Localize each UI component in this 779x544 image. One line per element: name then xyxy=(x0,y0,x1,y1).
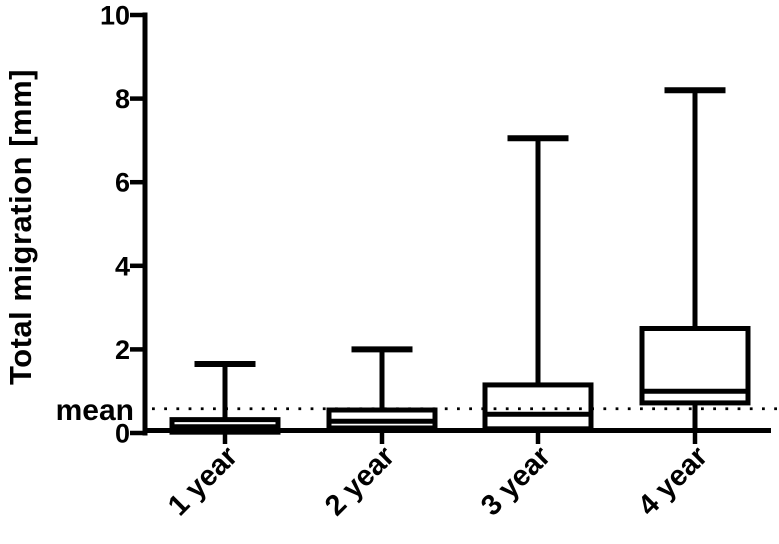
y-tick-label-0: 0 xyxy=(115,419,130,449)
x-category-label-3-year: 3 year xyxy=(475,440,557,522)
y-tick-label-6: 6 xyxy=(115,168,130,198)
y-tick-label-8: 8 xyxy=(115,84,130,114)
y-tick-label-2: 2 xyxy=(115,335,130,365)
box-3-year xyxy=(482,382,594,432)
y-tick-label-10: 10 xyxy=(100,1,130,31)
x-category-label-4-year: 4 year xyxy=(632,440,714,522)
mean-label: mean xyxy=(56,394,134,427)
y-tick-label-4: 4 xyxy=(115,251,130,281)
x-category-label-2-year: 2 year xyxy=(319,440,401,522)
x-category-label-1-year: 1 year xyxy=(162,440,244,522)
y-axis-title: Total migration [mm] xyxy=(3,69,38,385)
